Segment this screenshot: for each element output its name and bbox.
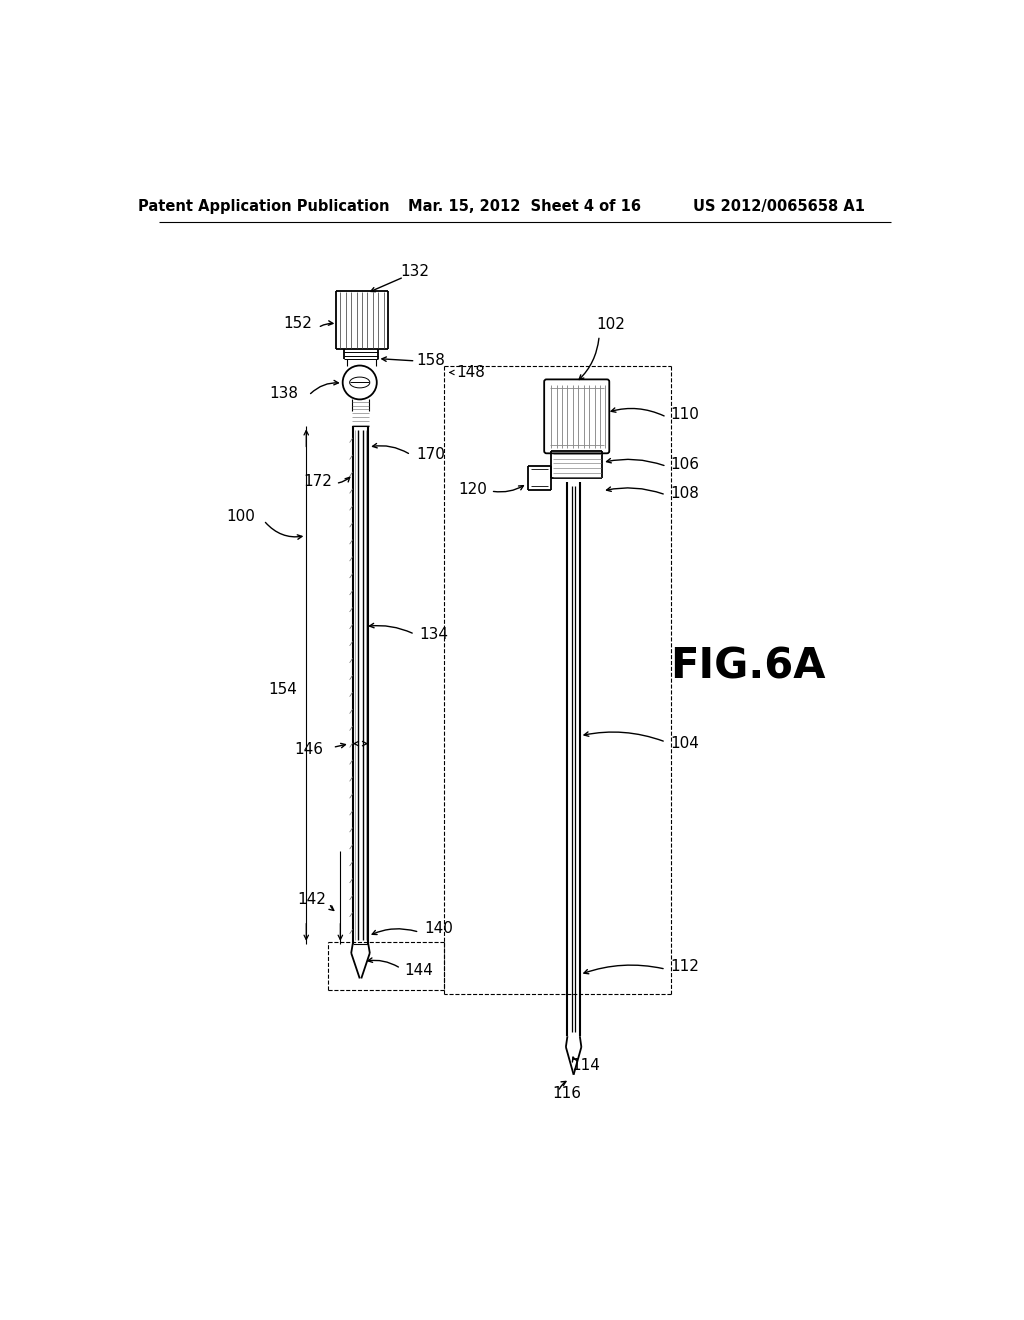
- Text: 108: 108: [671, 486, 699, 500]
- Text: 144: 144: [403, 964, 433, 978]
- Text: 140: 140: [424, 921, 453, 936]
- Text: FIG.6A: FIG.6A: [671, 645, 825, 688]
- Text: US 2012/0065658 A1: US 2012/0065658 A1: [693, 198, 865, 214]
- Text: 154: 154: [268, 682, 297, 697]
- Text: 112: 112: [671, 960, 699, 974]
- Text: 172: 172: [304, 474, 333, 490]
- Text: 148: 148: [457, 364, 485, 380]
- Text: 102: 102: [596, 317, 625, 333]
- Text: 100: 100: [226, 510, 255, 524]
- Text: Mar. 15, 2012  Sheet 4 of 16: Mar. 15, 2012 Sheet 4 of 16: [409, 198, 641, 214]
- Text: 110: 110: [671, 408, 699, 422]
- Text: 158: 158: [417, 354, 445, 368]
- Text: 114: 114: [571, 1057, 600, 1073]
- Text: 134: 134: [420, 627, 449, 642]
- Text: Patent Application Publication: Patent Application Publication: [138, 198, 389, 214]
- Text: 170: 170: [417, 447, 445, 462]
- Text: 104: 104: [671, 737, 699, 751]
- Text: 106: 106: [671, 457, 699, 473]
- Text: 142: 142: [298, 891, 327, 907]
- Text: 146: 146: [294, 742, 324, 758]
- Text: 138: 138: [269, 385, 299, 401]
- Text: 120: 120: [459, 482, 487, 498]
- Text: 116: 116: [553, 1086, 582, 1101]
- Text: 132: 132: [400, 264, 430, 279]
- Text: 152: 152: [284, 317, 312, 331]
